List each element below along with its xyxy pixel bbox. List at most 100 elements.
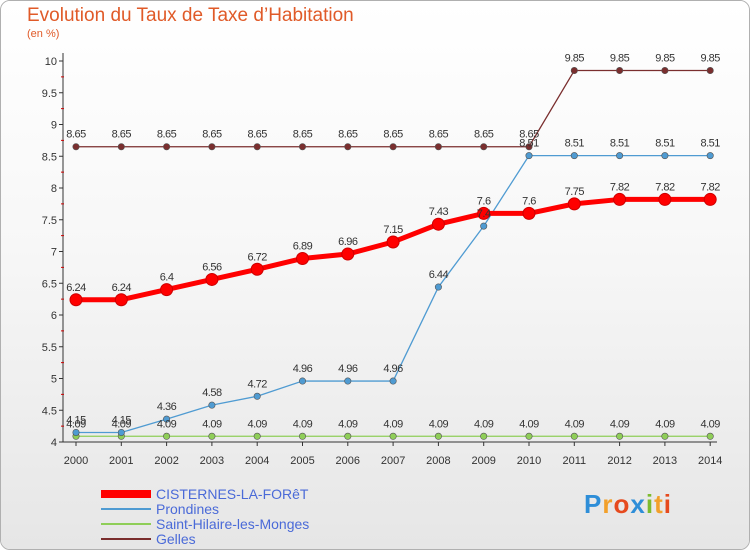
data-point — [570, 67, 578, 75]
data-label: 4.15 — [112, 414, 132, 426]
data-point — [434, 143, 442, 151]
chart-unit-label: (en %) — [27, 28, 60, 40]
data-point — [706, 67, 714, 75]
data-label: 6.24 — [66, 282, 86, 294]
y-tick-label: 8.5 — [42, 151, 57, 163]
data-point — [160, 283, 174, 297]
y-tick-label: 8 — [51, 183, 57, 195]
data-label: 8.65 — [66, 129, 86, 141]
y-tick-label: 10 — [45, 56, 57, 68]
data-point — [72, 143, 80, 151]
data-label: 4.96 — [338, 363, 358, 375]
data-point — [344, 377, 352, 385]
data-label: 7.75 — [565, 186, 585, 198]
data-label: 8.65 — [112, 129, 132, 141]
legend-label: Saint-Hilaire-les-Monges — [156, 516, 309, 532]
data-label: 7.82 — [610, 181, 630, 193]
data-label: 8.65 — [474, 129, 494, 141]
data-point — [341, 247, 355, 261]
data-label: 4.09 — [66, 418, 86, 430]
data-label: 4.09 — [293, 418, 313, 430]
data-label: 9.85 — [655, 53, 675, 65]
data-label: 4.09 — [383, 418, 403, 430]
data-point — [525, 152, 533, 160]
data-label: 4.09 — [655, 418, 675, 430]
data-point — [567, 197, 581, 211]
data-point — [525, 432, 533, 440]
data-label: 4.09 — [429, 418, 449, 430]
data-label: 4.09 — [700, 418, 720, 430]
x-tick-label: 2000 — [64, 455, 88, 467]
data-point — [477, 206, 491, 220]
data-point — [389, 143, 397, 151]
data-label: 8.65 — [247, 129, 267, 141]
data-point — [208, 401, 216, 409]
data-point — [208, 432, 216, 440]
data-point — [570, 432, 578, 440]
legend-label: CISTERNES-LA-FORêT — [156, 486, 309, 502]
proxiti-logo: Proxiti — [584, 489, 672, 519]
y-tick-label: 7.5 — [42, 215, 57, 227]
data-label: 7.6 — [477, 195, 491, 207]
data-label: 6.89 — [293, 240, 313, 252]
data-label: 6.44 — [429, 269, 449, 281]
data-label: 7.43 — [429, 206, 449, 218]
data-point — [253, 432, 261, 440]
y-tick-label: 5.5 — [42, 342, 57, 354]
data-label: 7.4 — [477, 208, 491, 220]
data-label: 8.65 — [293, 129, 313, 141]
data-label: 4.96 — [383, 363, 403, 375]
data-point — [661, 67, 669, 75]
data-label: 4.09 — [112, 418, 132, 430]
data-point — [616, 67, 624, 75]
data-label: 8.51 — [610, 138, 630, 150]
data-point — [117, 428, 125, 436]
series-line — [76, 196, 711, 303]
data-point — [69, 293, 83, 307]
data-point — [250, 262, 264, 276]
x-tick-label: 2006 — [336, 455, 360, 467]
data-label: 8.51 — [655, 138, 675, 150]
data-label: 8.51 — [565, 138, 585, 150]
data-label: 6.72 — [247, 251, 267, 263]
x-tick-label: 2001 — [109, 455, 133, 467]
data-point — [163, 415, 171, 423]
data-point — [205, 272, 219, 286]
x-tick-label: 2007 — [381, 455, 405, 467]
data-point — [163, 432, 171, 440]
data-label: 4.09 — [565, 418, 585, 430]
data-point — [706, 432, 714, 440]
data-point — [616, 152, 624, 160]
data-label: 4.15 — [66, 414, 86, 426]
x-tick-label: 2012 — [607, 455, 631, 467]
y-tick-label: 7 — [51, 247, 57, 259]
data-label: 9.85 — [565, 53, 585, 65]
data-label: 8.65 — [157, 129, 177, 141]
data-label: 4.09 — [610, 418, 630, 430]
data-label: 4.58 — [202, 387, 222, 399]
y-tick-label: 4 — [51, 437, 57, 449]
data-point — [434, 432, 442, 440]
data-label: 6.96 — [338, 236, 358, 248]
data-point — [480, 222, 488, 230]
y-tick-label: 4.5 — [42, 405, 57, 417]
data-label: 8.65 — [338, 129, 358, 141]
data-point — [616, 432, 624, 440]
y-tick-label: 9.5 — [42, 88, 57, 100]
x-tick-label: 2014 — [698, 455, 722, 467]
x-tick-label: 2010 — [517, 455, 541, 467]
x-tick-label: 2003 — [200, 455, 224, 467]
data-point — [114, 293, 128, 307]
data-point — [344, 143, 352, 151]
data-label: 8.65 — [383, 129, 403, 141]
data-point — [434, 283, 442, 291]
data-point — [344, 432, 352, 440]
data-label: 6.4 — [160, 272, 174, 284]
data-point — [298, 377, 306, 385]
data-point — [658, 192, 672, 206]
data-label: 4.09 — [202, 418, 222, 430]
data-point — [522, 206, 536, 220]
